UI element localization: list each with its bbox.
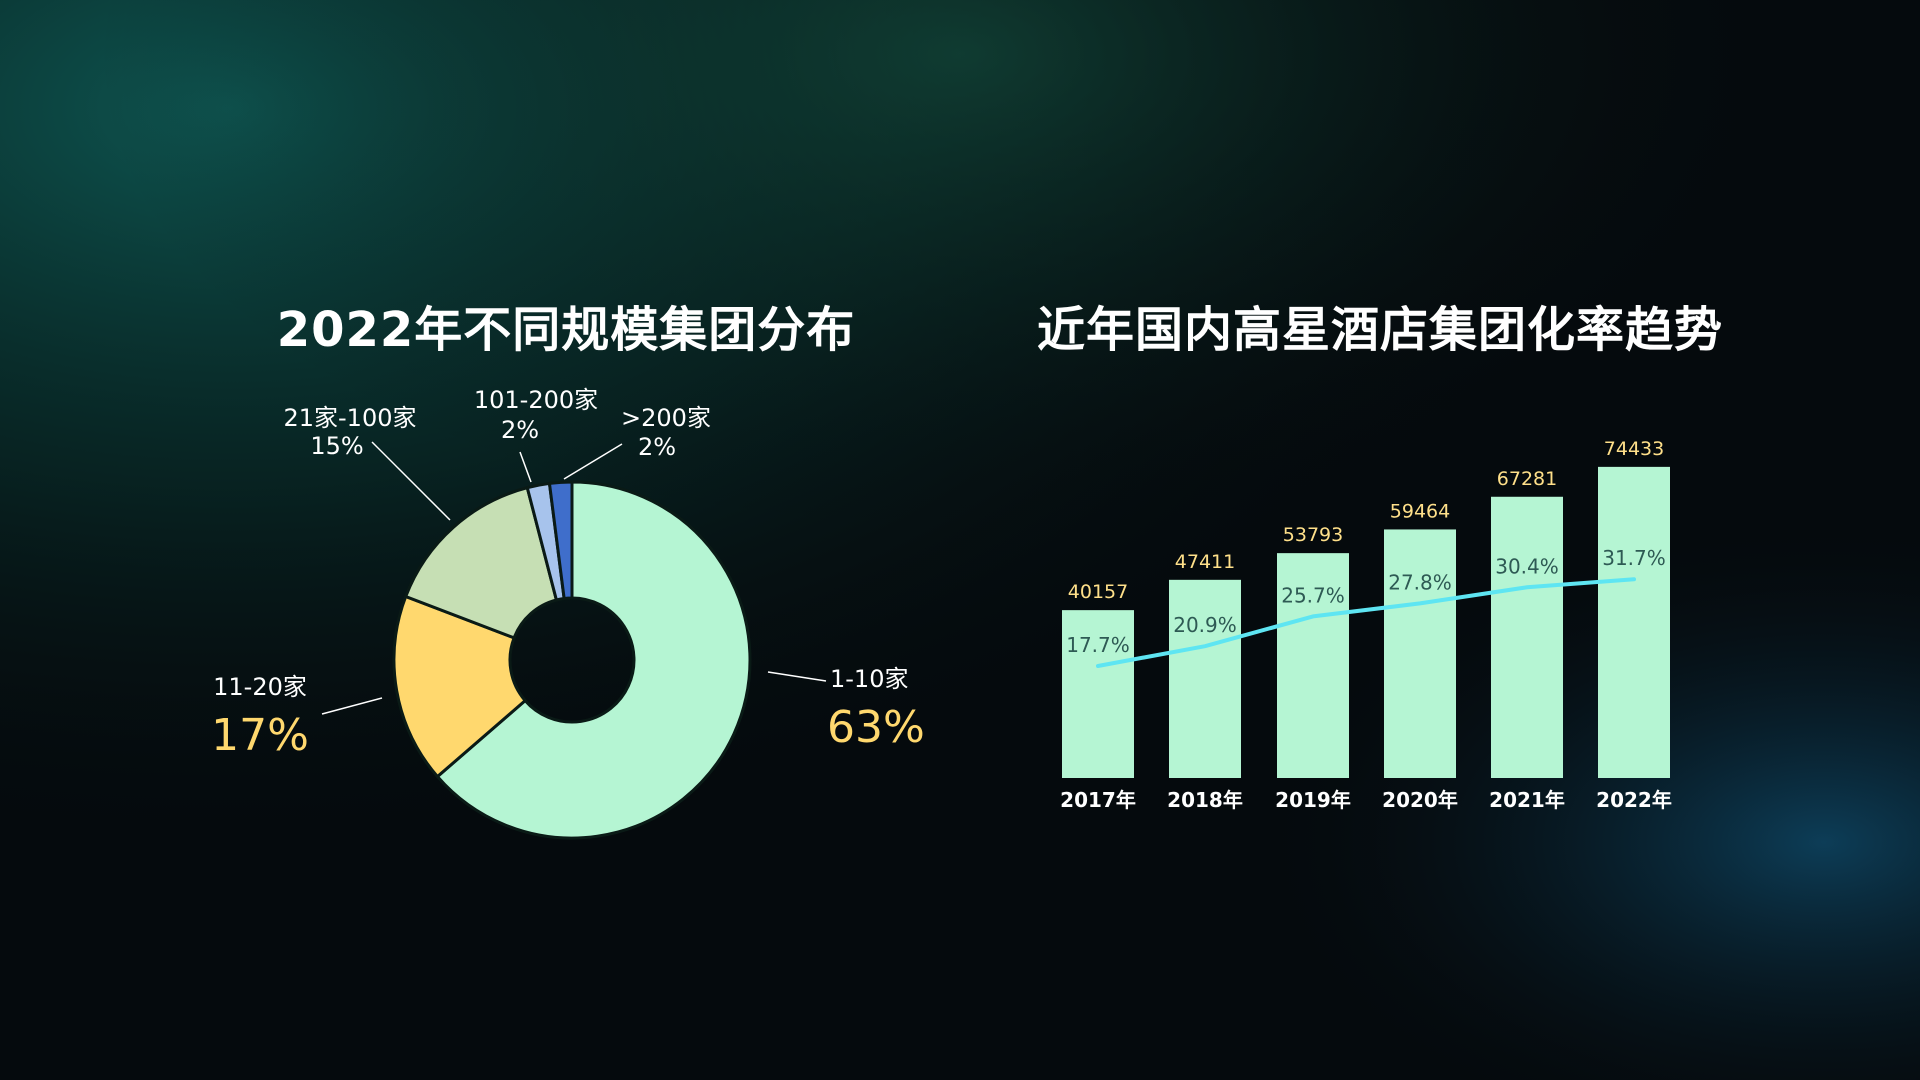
pie-value-label: 17% — [211, 710, 309, 761]
bar-value-label: 59464 — [1390, 500, 1450, 522]
x-tick-label: 2020年 — [1382, 788, 1458, 812]
bar-value-label: 40157 — [1068, 581, 1128, 603]
pie-category-label: 1-10家 — [830, 665, 908, 693]
pie-chart-title: 2022年不同规模集团分布 — [276, 302, 856, 358]
pie-value-label: 63% — [827, 702, 925, 753]
bar — [1062, 610, 1134, 778]
rate-label: 25.7% — [1281, 583, 1345, 607]
rate-label: 27.8% — [1388, 570, 1452, 594]
rate-line — [1096, 577, 1636, 668]
pie-slice-1 — [392, 594, 528, 779]
x-tick-label: 2022年 — [1596, 788, 1672, 812]
rate-label: 30.4% — [1495, 554, 1559, 578]
rate-label: 31.7% — [1602, 546, 1666, 570]
pie-category-label: 101-200家 — [474, 386, 598, 414]
x-tick-label: 2017年 — [1060, 788, 1136, 812]
rate-label: 20.9% — [1173, 613, 1237, 637]
bar-chart-title: 近年国内高星酒店集团化率趋势 — [1036, 302, 1724, 358]
pie-value-label: 2% — [638, 433, 676, 461]
bar — [1491, 496, 1563, 778]
pie-category-label: 21家-100家 — [283, 404, 416, 432]
bar — [1598, 466, 1670, 778]
pie-leader-1 — [321, 697, 383, 715]
pie-slice-0 — [435, 480, 752, 840]
rate-label: 17.7% — [1066, 633, 1130, 657]
pie-category-label: 11-20家 — [213, 673, 307, 701]
pie-leader-0 — [767, 671, 827, 682]
bar-value-label: 67281 — [1497, 468, 1557, 490]
pie-slice-4 — [547, 480, 574, 601]
x-tick-label: 2018年 — [1167, 788, 1243, 812]
pie-category-label: >200家 — [621, 404, 711, 432]
pie-leader-2 — [371, 441, 451, 521]
bar-value-label: 47411 — [1175, 551, 1235, 573]
pie-leader-4 — [563, 443, 623, 480]
pie-leader-3 — [519, 451, 532, 483]
pie-value-label: 2% — [501, 416, 539, 444]
x-tick-label: 2019年 — [1275, 788, 1351, 812]
x-tick-label: 2021年 — [1489, 788, 1565, 812]
bar — [1169, 579, 1241, 778]
pie-value-label: 15% — [310, 432, 363, 460]
pie-slice-2 — [403, 485, 559, 640]
bar — [1384, 529, 1456, 778]
bar-value-label: 53793 — [1283, 524, 1343, 546]
bar-value-label: 74433 — [1604, 438, 1664, 460]
bar — [1277, 553, 1349, 778]
